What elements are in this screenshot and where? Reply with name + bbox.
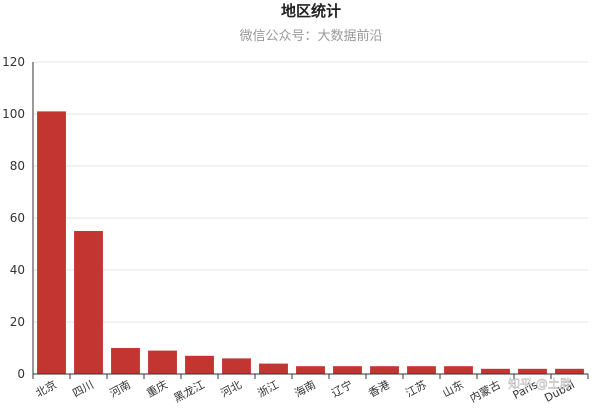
bar-2 bbox=[111, 348, 140, 374]
bar-3 bbox=[148, 350, 177, 374]
x-tick-label-2: 河南 bbox=[107, 378, 133, 400]
bar-13 bbox=[518, 368, 547, 374]
x-tick-label-0: 北京 bbox=[33, 377, 59, 400]
bar-6 bbox=[259, 363, 288, 374]
x-tick-label-12: 内蒙古 bbox=[467, 377, 503, 405]
y-tick-label-3: 60 bbox=[10, 211, 25, 225]
bar-8 bbox=[333, 366, 362, 374]
y-tick-label-1: 20 bbox=[10, 315, 25, 329]
x-tick-label-6: 浙江 bbox=[255, 378, 281, 400]
x-axis: 北京 四川 河南 重庆 黑龙江 河北 浙江 海南 辽宁 香港 江苏 山东 内蒙古 Paris Dubai bbox=[32, 373, 589, 405]
bar-0 bbox=[37, 111, 66, 375]
x-tick-label-9: 香港 bbox=[366, 378, 392, 400]
x-tick-label-1: 四川 bbox=[70, 378, 96, 400]
chart-subtitle: 微信公众号：大数据前沿 bbox=[239, 28, 382, 44]
bar-12 bbox=[481, 368, 510, 374]
y-tick-label-5: 100 bbox=[2, 107, 25, 121]
x-tick-label-3: 重庆 bbox=[144, 377, 170, 400]
bar-9 bbox=[370, 366, 399, 374]
bar-14 bbox=[555, 368, 584, 374]
bar-1 bbox=[74, 231, 103, 374]
y-tick-label-6: 120 bbox=[2, 55, 25, 69]
x-tick-label-4: 黑龙江 bbox=[172, 378, 207, 405]
x-tick-label-10: 江苏 bbox=[403, 378, 429, 400]
watermark: 知乎 @土胖 bbox=[508, 377, 572, 391]
bar-5 bbox=[222, 358, 251, 374]
grid-lines bbox=[33, 61, 588, 323]
bar-10 bbox=[407, 366, 436, 374]
bar-7 bbox=[296, 366, 325, 374]
x-tick-label-5: 河北 bbox=[218, 378, 244, 400]
y-tick-label-4: 80 bbox=[10, 159, 25, 173]
y-axis: 0 20 40 60 80 100 120 bbox=[2, 55, 34, 381]
bar-11 bbox=[444, 366, 473, 374]
x-tick-label-8: 辽宁 bbox=[329, 377, 355, 400]
bars bbox=[37, 111, 584, 375]
chart-title: 地区统计 bbox=[281, 2, 341, 20]
y-tick-label-2: 40 bbox=[10, 263, 25, 277]
y-tick-label-0: 0 bbox=[17, 367, 25, 381]
x-tick-label-7: 海南 bbox=[292, 377, 318, 400]
x-tick-label-11: 山东 bbox=[440, 378, 466, 400]
bar-4 bbox=[185, 355, 214, 374]
